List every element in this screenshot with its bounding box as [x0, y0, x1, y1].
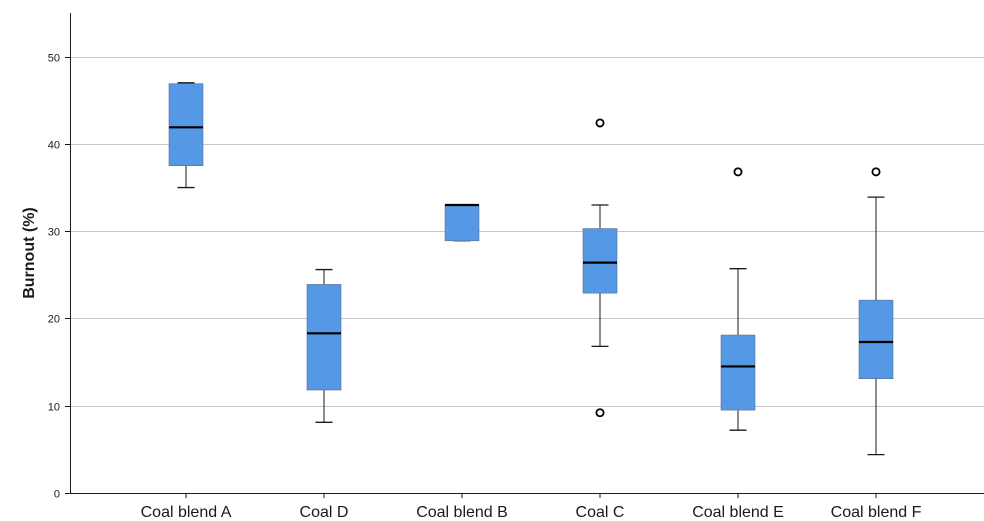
y-tick-label-20: 20 [48, 314, 60, 326]
axes [65, 13, 984, 498]
boxes [168, 82, 894, 456]
outlier-point [595, 118, 605, 128]
x-category-label-0: Coal blend A [141, 504, 232, 521]
x-category-label-5: Coal blend F [831, 504, 922, 521]
y-tick-label-40: 40 [48, 140, 60, 152]
gridlines [70, 57, 984, 407]
box-iqr [444, 204, 480, 242]
outlier-point [595, 408, 605, 418]
box-iqr [858, 299, 894, 379]
box-iqr [720, 334, 756, 411]
box-group-3 [582, 118, 618, 418]
y-tick-label-10: 10 [48, 402, 60, 414]
x-category-labels: Coal blend A Coal D Coal blend B Coal C Coal… [141, 504, 922, 521]
outlier-point [871, 167, 881, 177]
x-category-label-4: Coal blend E [692, 504, 784, 521]
box-group-4 [720, 167, 756, 431]
x-category-label-3: Coal C [576, 504, 625, 521]
box-group-2 [444, 203, 480, 242]
outlier-point [733, 167, 743, 177]
y-tick-label-50: 50 [48, 53, 60, 65]
y-tick-label-30: 30 [48, 227, 60, 239]
y-tick-label-0: 0 [54, 489, 60, 501]
box-iqr [582, 228, 618, 294]
box-iqr [306, 284, 342, 391]
y-tick-labels: 0 10 20 30 40 50 [48, 53, 60, 501]
box-iqr [168, 83, 204, 167]
x-category-label-1: Coal D [300, 504, 349, 521]
y-axis-title: Burnout (%) [21, 207, 38, 299]
x-category-label-2: Coal blend B [416, 504, 508, 521]
box-group-1 [306, 268, 342, 423]
box-group-5 [858, 167, 894, 456]
box-group-0 [168, 82, 204, 189]
